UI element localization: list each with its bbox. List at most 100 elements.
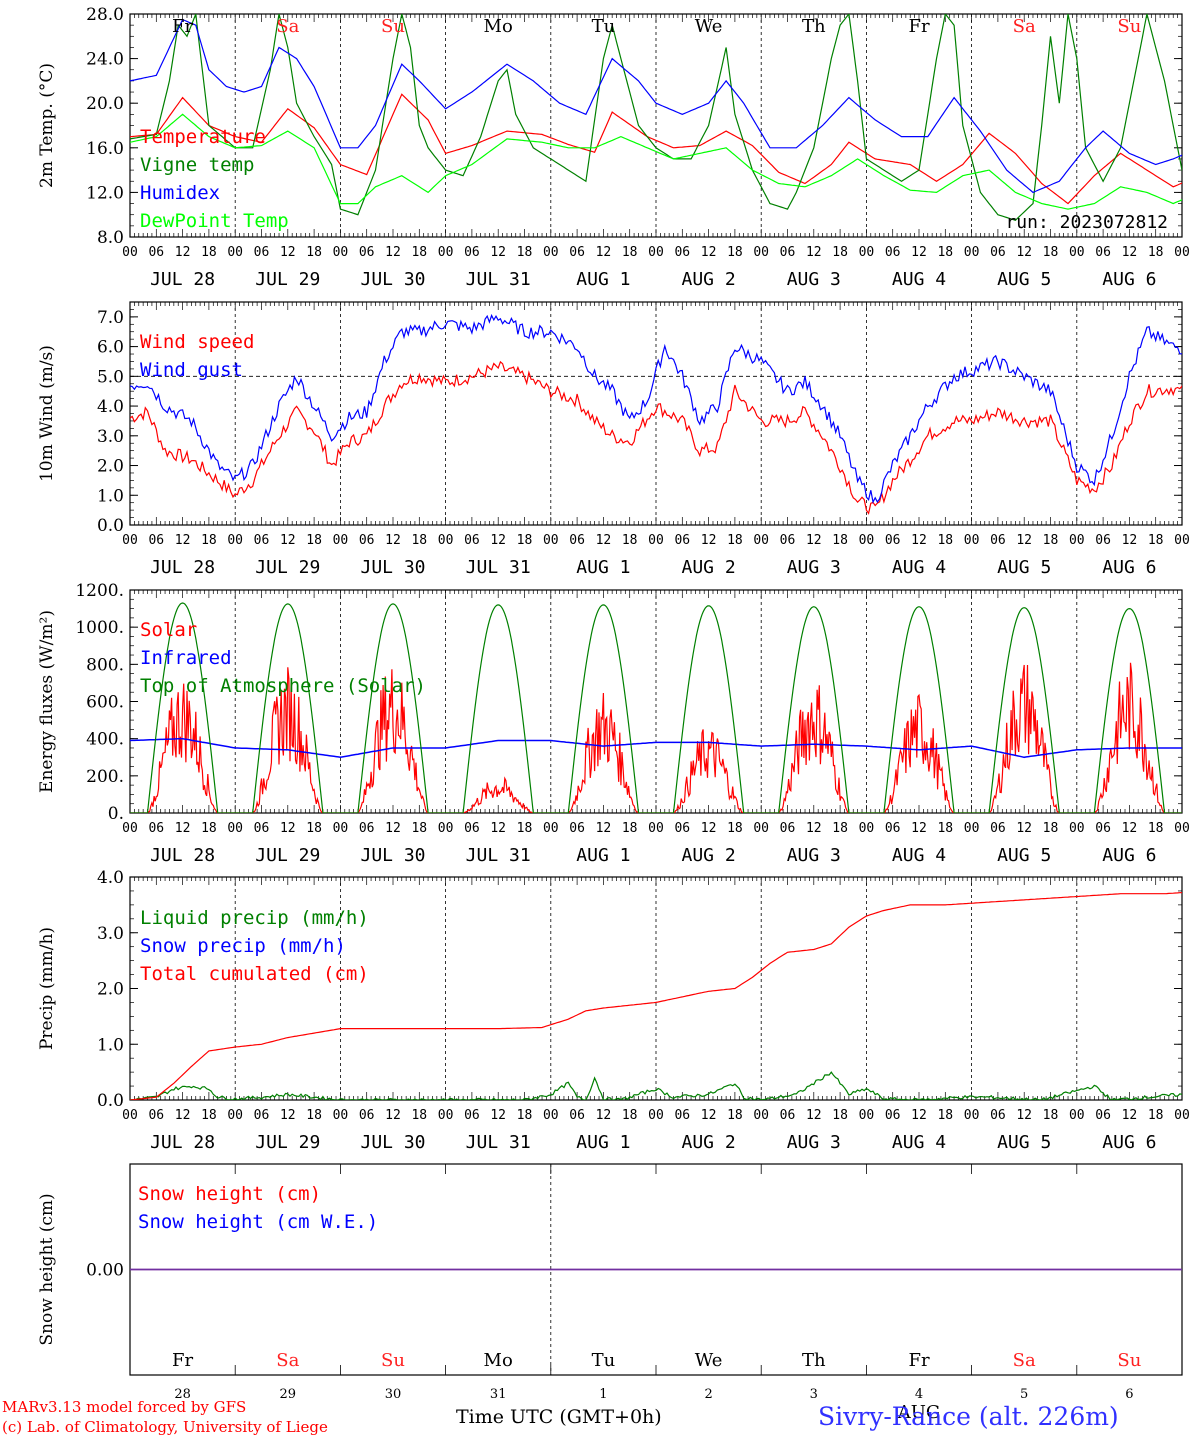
- weekday-label: Sa: [276, 1350, 299, 1371]
- legend-entry: Total cumulated (cm): [140, 963, 369, 985]
- date-label: JUL 31: [466, 557, 531, 578]
- date-label: AUG 2: [682, 269, 736, 290]
- hour-tick-label: 06: [990, 821, 1006, 836]
- date-label: AUG 4: [892, 557, 946, 578]
- hour-tick-label: 18: [306, 245, 322, 260]
- date-label: AUG 5: [997, 269, 1051, 290]
- weekday-label: We: [695, 1350, 723, 1371]
- day-number-label: 5: [1020, 1387, 1028, 1402]
- date-label: JUL 31: [466, 269, 531, 290]
- hour-tick-label: 00: [122, 245, 138, 260]
- date-label: AUG 4: [892, 269, 946, 290]
- hour-tick-label: 00: [333, 245, 349, 260]
- hour-tick-label: 18: [411, 245, 427, 260]
- y-tick-label: 400.: [86, 730, 124, 750]
- hour-tick-label: 00: [438, 533, 454, 548]
- date-label: AUG 2: [682, 557, 736, 578]
- hour-tick-label: 06: [1095, 533, 1111, 548]
- hour-tick-label: 18: [622, 821, 638, 836]
- y-tick-label: 16.0: [86, 139, 124, 159]
- y-tick-label: 600.: [86, 693, 124, 713]
- hour-tick-label: 12: [1122, 245, 1138, 260]
- hour-tick-label: 00: [753, 821, 769, 836]
- hour-tick-label: 06: [674, 1108, 690, 1123]
- hour-tick-label: 18: [411, 533, 427, 548]
- series-line: [130, 737, 1182, 759]
- series-group: [130, 891, 1182, 1100]
- hour-tick-label: 00: [1174, 1108, 1190, 1123]
- legend-entry: Temperature: [140, 126, 266, 148]
- hour-tick-label: 18: [201, 1108, 217, 1123]
- hour-tick-label: 12: [1016, 533, 1032, 548]
- hour-tick-label: 12: [1122, 821, 1138, 836]
- hour-tick-label: 18: [832, 1108, 848, 1123]
- hour-tick-label: 12: [806, 1108, 822, 1123]
- weekday-label: Tu: [592, 16, 616, 37]
- hour-tick-label: 12: [490, 1108, 506, 1123]
- hour-tick-label: 00: [1069, 245, 1085, 260]
- hour-tick-label: 18: [517, 533, 533, 548]
- date-label: JUL 28: [150, 557, 215, 578]
- legend-entry: Wind speed: [140, 331, 254, 353]
- hour-tick-label: 06: [569, 1108, 585, 1123]
- hour-tick-label: 00: [648, 533, 664, 548]
- run-label: run: 2023072812: [1005, 212, 1168, 233]
- hour-tick-label: 00: [543, 821, 559, 836]
- day-number-label: 2: [704, 1387, 712, 1402]
- hour-tick-label: 18: [832, 533, 848, 548]
- day-number-label: 31: [490, 1387, 507, 1402]
- date-label: JUL 29: [255, 269, 320, 290]
- y-tick-label: 3.0: [97, 427, 124, 447]
- date-label: JUL 29: [255, 845, 320, 866]
- y-tick-label: 4.0: [97, 868, 124, 888]
- hour-tick-label: 12: [385, 1108, 401, 1123]
- legend-entry: Humidex: [140, 182, 220, 204]
- hour-tick-label: 12: [911, 821, 927, 836]
- hour-tick-label: 12: [701, 821, 717, 836]
- hour-tick-label: 06: [464, 245, 480, 260]
- hour-tick-label: 06: [569, 533, 585, 548]
- hour-tick-label: 06: [359, 245, 375, 260]
- y-axis-label: Energy fluxes (W/m²): [37, 610, 57, 793]
- series-line: [130, 14, 1182, 221]
- hour-tick-label: 18: [1043, 245, 1059, 260]
- hour-tick-label: 12: [806, 821, 822, 836]
- hour-tick-label: 06: [569, 245, 585, 260]
- hour-tick-label: 18: [201, 533, 217, 548]
- y-tick-label: 20.0: [86, 94, 124, 114]
- hour-tick-label: 06: [569, 821, 585, 836]
- hour-tick-label: 18: [1043, 533, 1059, 548]
- hour-tick-label: 12: [596, 1108, 612, 1123]
- y-tick-label: 0.0: [97, 516, 124, 536]
- legend-entry: Infrared: [140, 647, 232, 669]
- hour-tick-label: 12: [911, 245, 927, 260]
- hour-tick-label: 00: [753, 533, 769, 548]
- panel-1: 8.0 12.0 16.0 20.0 24.0 28.0 2m Temp. (°C) 00 06…: [37, 5, 1190, 290]
- hour-tick-label: 18: [1043, 1108, 1059, 1123]
- y-tick-label: 0.00: [86, 1261, 124, 1281]
- credit-line-2: (c) Lab. of Climatology, University of L…: [2, 1418, 328, 1436]
- hour-tick-label: 00: [333, 1108, 349, 1123]
- hour-tick-label: 00: [438, 245, 454, 260]
- hour-tick-label: 12: [385, 245, 401, 260]
- hour-tick-label: 06: [254, 245, 270, 260]
- hour-tick-label: 06: [148, 533, 164, 548]
- hour-tick-label: 00: [753, 245, 769, 260]
- y-tick-label: 1000.: [75, 618, 124, 638]
- panel-4: 0.0 1.0 2.0 3.0 4.0 Precip (mm/h) 00 06 12 18 00 06…: [37, 868, 1190, 1153]
- hour-tick-label: 12: [280, 245, 296, 260]
- hour-tick-label: 00: [438, 1108, 454, 1123]
- hour-tick-label: 00: [543, 533, 559, 548]
- hour-tick-label: 18: [937, 245, 953, 260]
- hour-tick-label: 06: [990, 533, 1006, 548]
- hour-tick-label: 12: [1016, 245, 1032, 260]
- date-label: JUL 28: [150, 1132, 215, 1153]
- hour-tick-label: 18: [201, 821, 217, 836]
- hour-tick-label: 12: [701, 245, 717, 260]
- weekday-label: Fr: [908, 1350, 929, 1371]
- series-line: [130, 313, 1182, 504]
- date-label: JUL 30: [360, 557, 425, 578]
- date-label: AUG 6: [1102, 269, 1156, 290]
- weekday-label: Mo: [484, 16, 513, 37]
- y-axis-label: Snow height (cm): [37, 1193, 57, 1345]
